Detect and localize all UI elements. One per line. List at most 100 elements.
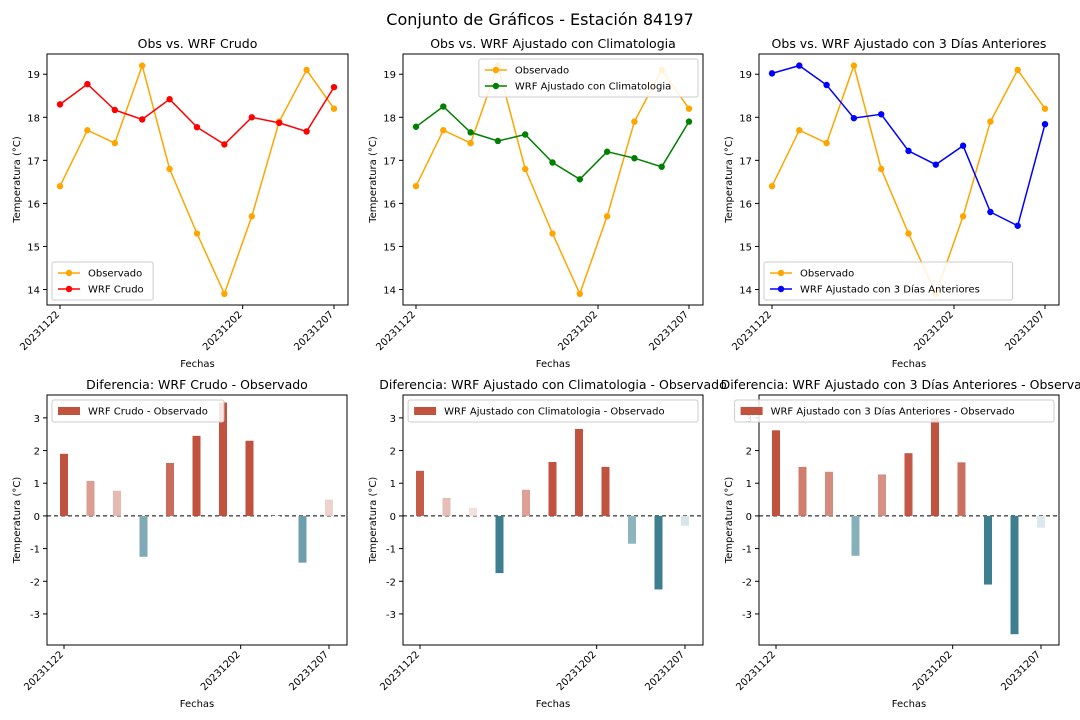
data-point <box>303 128 310 135</box>
data-point <box>221 141 228 148</box>
axes-frame <box>402 53 704 306</box>
x-tick-label: 20231122 <box>378 649 422 693</box>
data-point <box>111 106 119 114</box>
data-point <box>878 111 885 118</box>
data-point <box>166 165 173 173</box>
data-point <box>823 139 830 147</box>
data-point <box>959 142 967 149</box>
data-point <box>631 118 638 125</box>
data-point <box>1014 66 1021 74</box>
bar <box>878 474 886 516</box>
data-point <box>576 290 583 298</box>
data-point <box>412 123 420 130</box>
bar <box>931 417 939 516</box>
series-line <box>415 105 690 181</box>
data-point <box>768 182 776 190</box>
y-tick-label: 19 <box>27 70 40 81</box>
legend-marker <box>777 285 785 293</box>
legend-box <box>478 58 699 98</box>
y-tick-label: 18 <box>383 113 396 124</box>
legend: WRF Ajustado con Climatologia - Observad… <box>407 399 699 423</box>
x-tick-label: 20231202 <box>912 309 956 353</box>
axes-frame <box>46 53 349 306</box>
legend: Observado WRF Ajustado con 3 Días Anterio… <box>763 261 1014 301</box>
y-tick-label: 2 <box>34 447 40 458</box>
data-point <box>796 127 803 134</box>
y-tick-label: 16 <box>27 199 40 210</box>
bar <box>851 515 860 556</box>
data-point <box>987 118 994 125</box>
y-tick-label: -3 <box>386 610 396 621</box>
y-tick-label: 3 <box>34 414 40 425</box>
y-tick-label: 14 <box>383 286 396 297</box>
legend-label: WRF Ajustado con Climatologia <box>515 82 671 93</box>
data-point <box>549 159 556 166</box>
data-point <box>166 96 173 103</box>
axes-frame <box>46 394 348 646</box>
y-axis-label: Temperatura (°C) <box>12 477 23 565</box>
data-point <box>631 154 638 162</box>
data-point <box>139 116 146 123</box>
y-tick-label: 14 <box>739 286 752 297</box>
y-tick-label: 2 <box>746 447 752 458</box>
y-tick-label: -2 <box>30 577 40 588</box>
bar <box>681 515 689 526</box>
bar <box>957 462 966 516</box>
y-tick-label: -2 <box>742 577 752 588</box>
series-line <box>771 63 1046 296</box>
data-point <box>248 213 255 220</box>
axes-frame <box>402 394 704 646</box>
data-point <box>932 161 939 168</box>
x-tick-label: 20231202 <box>199 649 243 693</box>
axes-frame <box>758 394 1060 646</box>
y-tick-label: 15 <box>739 242 752 253</box>
bar <box>219 402 227 516</box>
data-point <box>56 182 64 190</box>
subplot-4: Diferencia: WRF Crudo - Observado -3 -2 -1 0… <box>12 377 348 710</box>
bar <box>628 515 636 544</box>
y-tick-label: 1 <box>390 479 396 490</box>
subplot-3: Obs vs. WRF Ajustado con 3 Días Anterior… <box>724 36 1060 370</box>
data-point <box>139 62 146 69</box>
y-tick-label: 19 <box>739 70 752 81</box>
data-point <box>111 139 119 147</box>
y-tick-label: -1 <box>742 545 752 556</box>
legend-box <box>407 399 699 423</box>
series-line <box>771 64 1046 227</box>
data-point <box>878 165 885 173</box>
data-point <box>576 176 583 183</box>
y-tick-label: 15 <box>27 242 40 253</box>
data-point <box>303 66 310 74</box>
legend: WRF Ajustado con 3 Días Anteriores - Obs… <box>734 399 1055 423</box>
y-tick-label: 18 <box>27 113 40 124</box>
subplot-title: Diferencia: WRF Ajustado con 3 Días Ante… <box>721 377 1080 392</box>
subplot-title: Obs vs. WRF Crudo <box>138 36 258 51</box>
y-tick-label: 1 <box>746 479 752 490</box>
bar <box>86 480 95 516</box>
x-tick-label: 20231202 <box>201 309 245 353</box>
y-axis-label: Temperatura (°C) <box>12 136 23 224</box>
data-point <box>193 123 201 131</box>
x-axis-label: Fechas <box>536 699 571 710</box>
y-tick-label: 17 <box>27 156 40 167</box>
bar <box>139 515 148 557</box>
legend-label: Observado <box>88 269 142 280</box>
bar <box>772 430 780 516</box>
data-point <box>440 127 447 134</box>
x-axis-label: Fechas <box>892 359 927 370</box>
legend-marker <box>65 285 73 293</box>
y-tick-label: 3 <box>390 414 396 425</box>
y-axis-label: Temperatura (°C) <box>724 136 735 224</box>
data-point <box>768 70 776 77</box>
data-point <box>467 139 474 147</box>
legend-marker <box>492 66 500 74</box>
data-point <box>193 230 201 237</box>
legend-label: Observado <box>800 269 854 280</box>
data-point <box>658 163 665 170</box>
data-point <box>56 101 64 108</box>
legend-swatch <box>58 407 80 415</box>
x-tick-label: 20231122 <box>374 309 418 353</box>
series-line <box>59 83 335 146</box>
y-tick-label: 15 <box>383 242 396 253</box>
y-tick-label: 0 <box>746 512 752 523</box>
